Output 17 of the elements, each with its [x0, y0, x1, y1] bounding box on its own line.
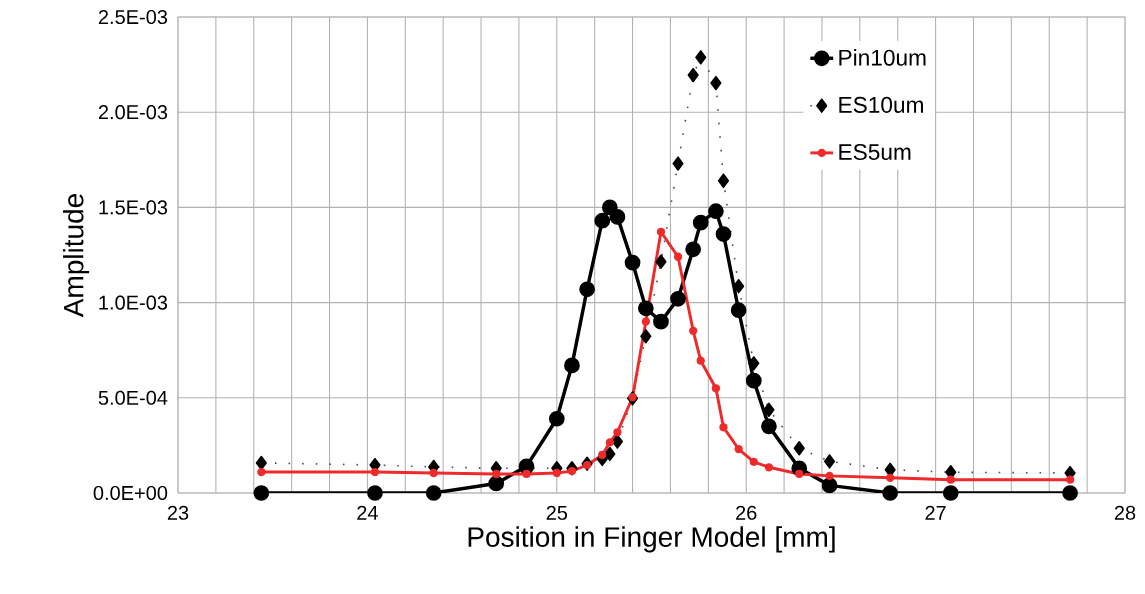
x-tick-label: 26	[736, 505, 757, 520]
y-tick-label: 0.0E+00	[93, 485, 168, 501]
y-axis-title: Amplitude	[62, 194, 90, 318]
y-tick-label: 1.0E-03	[99, 295, 168, 310]
y-tick-label: 5.0E-04	[98, 390, 168, 405]
x-tick-label: 24	[357, 505, 378, 520]
y-tick-label: 2.5E-03	[98, 9, 168, 25]
x-tick-label: 27	[925, 505, 946, 520]
x-axis-title: Position in Finger Model [mm]	[468, 526, 835, 553]
legend-label: Pin10um	[839, 49, 926, 66]
x-tick-label: 23	[167, 505, 189, 520]
legend-label: ES5um	[839, 143, 911, 161]
legend-label: ES10um	[839, 96, 923, 113]
y-tick-label: 2.0E-03	[98, 105, 168, 120]
x-tick-label: 25	[546, 505, 568, 520]
y-tick-label: 1.5E-03	[99, 200, 168, 215]
x-tick-label: 28	[1114, 505, 1136, 520]
